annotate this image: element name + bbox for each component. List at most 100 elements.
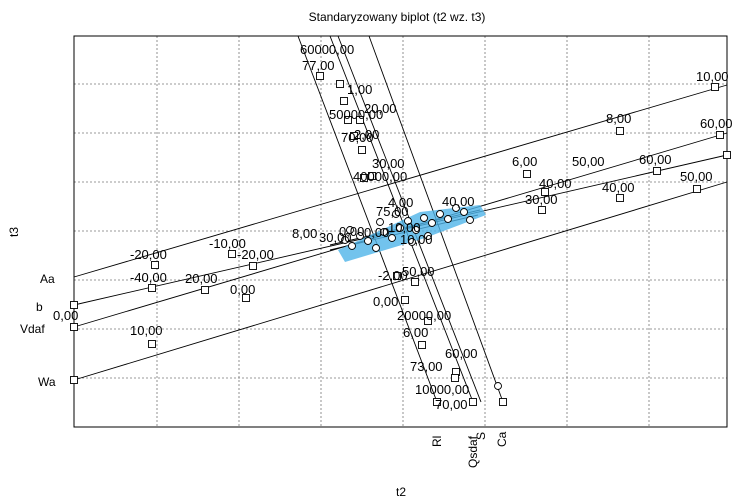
tick-label: 75,00 bbox=[376, 204, 409, 219]
vector-marker bbox=[424, 317, 432, 325]
score-point bbox=[346, 226, 354, 234]
vector-marker bbox=[401, 296, 409, 304]
score-point bbox=[466, 216, 474, 224]
score-point bbox=[412, 226, 420, 234]
vector-marker bbox=[148, 284, 156, 292]
tick-label: 10,00 bbox=[130, 323, 163, 338]
tick-label: 10,00 bbox=[388, 220, 421, 235]
score-point bbox=[452, 204, 460, 212]
vector-marker bbox=[340, 97, 348, 105]
tick-label: 50,00 bbox=[680, 169, 713, 184]
variable-label: S bbox=[474, 432, 488, 440]
variable-label: Qsdaf bbox=[466, 435, 480, 468]
tick-label: 40,00 bbox=[539, 176, 572, 191]
tick-label: 40000,00 bbox=[353, 169, 407, 184]
tick-label: 70,00 bbox=[341, 130, 374, 145]
gridlines bbox=[74, 36, 727, 427]
tick-label: 10000,00 bbox=[415, 382, 469, 397]
tick-label: 6,00 bbox=[403, 325, 428, 340]
vector-marker bbox=[358, 146, 366, 154]
variable-label: Rl bbox=[430, 436, 444, 447]
vector-marker bbox=[356, 116, 364, 124]
vector-marker bbox=[70, 301, 78, 309]
tick-label: 30,00 bbox=[372, 156, 405, 171]
tick-label: 4,00 bbox=[388, 195, 413, 210]
tick-label: 60000,00 bbox=[300, 42, 354, 57]
plot-area bbox=[73, 35, 728, 428]
chart-title: Standaryzowany biplot (t2 wz. t3) bbox=[309, 10, 486, 24]
tick-label: 0,00 bbox=[373, 294, 398, 309]
tick-label: 40,00 bbox=[602, 180, 635, 195]
vector-marker bbox=[228, 250, 236, 258]
score-point bbox=[376, 218, 384, 226]
score-point bbox=[420, 214, 428, 222]
score-point bbox=[356, 232, 364, 240]
vector-line bbox=[297, 35, 438, 403]
tick-label: 70,00 bbox=[435, 397, 468, 412]
tick-label: 10,00 bbox=[696, 69, 729, 84]
score-point bbox=[372, 244, 380, 252]
vector-marker bbox=[368, 172, 376, 180]
tick-label: 20000,00 bbox=[397, 308, 451, 323]
score-point bbox=[364, 237, 372, 245]
vector-marker bbox=[499, 398, 507, 406]
score-point bbox=[388, 234, 396, 242]
variable-label: Wa bbox=[38, 375, 56, 389]
tick-label: 30,00 bbox=[319, 230, 352, 245]
vector-marker bbox=[393, 272, 401, 280]
tick-label: 2,00 bbox=[354, 127, 379, 142]
vector-markers bbox=[70, 72, 731, 406]
variable-label: Vdaf bbox=[20, 322, 45, 336]
tick-label: 6,00 bbox=[512, 154, 537, 169]
tick-label: -20,00 bbox=[237, 247, 274, 262]
score-point bbox=[348, 242, 356, 250]
tick-label: 77,00 bbox=[302, 58, 335, 73]
vector-marker bbox=[523, 170, 531, 178]
vector-marker bbox=[451, 374, 459, 382]
tick-label: 20,00 bbox=[185, 271, 218, 286]
tick-label: 0,00 bbox=[364, 225, 389, 240]
tick-label: 0,00 bbox=[53, 308, 78, 323]
vector-marker bbox=[316, 72, 324, 80]
vector-marker bbox=[538, 206, 546, 214]
vector-marker bbox=[723, 151, 731, 159]
tick-label: 40,00 bbox=[442, 194, 475, 209]
tick-label: 60,00 bbox=[639, 152, 672, 167]
vector-marker bbox=[336, 80, 344, 88]
vector-marker bbox=[242, 294, 250, 302]
score-point bbox=[494, 382, 502, 390]
score-point bbox=[341, 236, 349, 244]
tick-label: 8,00 bbox=[606, 111, 631, 126]
tick-label: 1,00 bbox=[347, 82, 372, 97]
tick-label: 30,00 bbox=[525, 192, 558, 207]
tick-label: -40,00 bbox=[130, 270, 167, 285]
score-point bbox=[392, 210, 400, 218]
score-point bbox=[428, 219, 436, 227]
vector-marker bbox=[616, 194, 624, 202]
tick-label: 20,00 bbox=[364, 101, 397, 116]
vector-line bbox=[73, 181, 728, 381]
tick-label: -10,00 bbox=[209, 236, 246, 251]
tick-label: 8,00 bbox=[292, 226, 317, 241]
score-point bbox=[408, 238, 416, 246]
tick-label: 10,00 bbox=[400, 232, 433, 247]
score-cloud bbox=[338, 204, 502, 390]
vector-marker bbox=[693, 185, 701, 193]
vector-marker bbox=[716, 131, 724, 139]
vector-line bbox=[329, 35, 474, 403]
score-point bbox=[396, 224, 404, 232]
variable-vectors bbox=[73, 35, 728, 403]
score-point bbox=[380, 228, 388, 236]
vector-marker bbox=[433, 398, 441, 406]
vector-marker bbox=[411, 278, 419, 286]
vector-marker bbox=[70, 323, 78, 331]
vector-marker bbox=[148, 340, 156, 348]
score-point bbox=[404, 217, 412, 225]
vector-marker bbox=[418, 341, 426, 349]
tick-label: 60,00 bbox=[700, 116, 733, 131]
y-axis-title: t3 bbox=[7, 227, 21, 237]
score-point bbox=[460, 208, 468, 216]
